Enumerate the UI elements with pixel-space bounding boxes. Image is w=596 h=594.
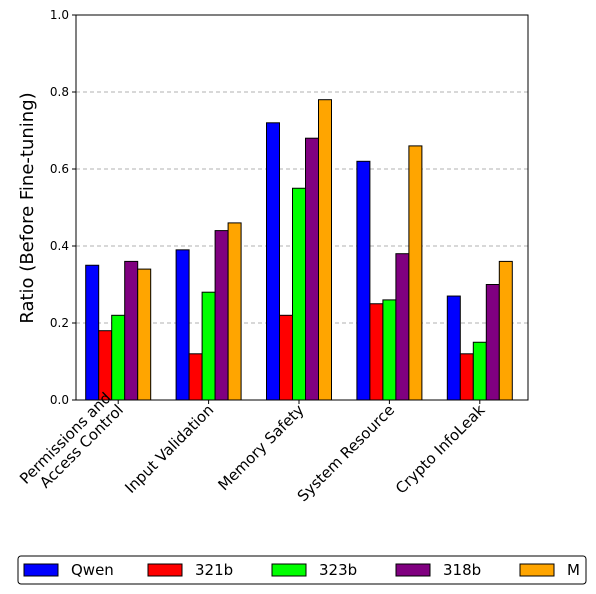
bar-323b-0 [111, 314, 126, 401]
bar-323b-2 [292, 187, 306, 401]
y-axis: 0.0 0.2 0.4 0.6 0.8 1.0 [50, 8, 76, 407]
legend-label: M [567, 561, 580, 579]
y-tick-label: 0.2 [50, 316, 69, 330]
bar-M-2 [318, 99, 332, 401]
bar-318b-1 [214, 230, 229, 401]
x-tick-label: Crypto InfoLeak [392, 401, 489, 498]
bar-321b-4 [459, 353, 474, 401]
y-tick-label: 0.6 [50, 162, 69, 176]
bar-Qwen-0 [85, 264, 100, 401]
legend-item-321b: 321b [147, 561, 233, 579]
y-tick-label: 0.4 [50, 239, 69, 253]
x-tick-label-line: Input Validation [121, 401, 217, 497]
legend-label: 321b [195, 561, 233, 579]
legend-swatch [519, 563, 555, 577]
bar-323b-1 [201, 291, 216, 401]
bar-Qwen-4 [446, 295, 461, 401]
legend-label: 323b [319, 561, 357, 579]
bar-M-4 [498, 260, 513, 401]
bar-318b-2 [305, 137, 319, 401]
bars [85, 99, 513, 401]
bar-321b-3 [369, 303, 384, 401]
bar-323b-4 [472, 341, 487, 401]
legend-swatch [23, 563, 59, 577]
x-tick-label: System Resource [294, 401, 398, 505]
bar-323b-3 [382, 299, 397, 401]
x-tick-label-line: Crypto InfoLeak [392, 401, 489, 498]
legend-item-M: M [519, 561, 580, 579]
legend-item-318b: 318b [395, 561, 481, 579]
y-tick-label: 1.0 [50, 8, 69, 22]
x-tick-label-line: Memory Safety [214, 401, 307, 494]
legend-swatch [147, 563, 183, 577]
plot-frame [75, 14, 529, 401]
y-axis-label: Ratio (Before Fine-tuning) [17, 92, 38, 323]
legend-swatch [271, 563, 307, 577]
legend-label: Qwen [71, 561, 114, 579]
bar-M-3 [408, 145, 423, 401]
y-tick-label: 0.0 [50, 393, 69, 407]
bar-Qwen-2 [266, 122, 280, 401]
bar-318b-0 [124, 260, 139, 401]
x-tick-label: Memory Safety [214, 401, 307, 494]
x-tick-label: Input Validation [121, 401, 217, 497]
x-tick-label-line: System Resource [294, 401, 398, 505]
legend: Qwen 321b 323b 318b M [17, 555, 587, 585]
bar-318b-3 [395, 253, 410, 401]
legend-swatch [395, 563, 431, 577]
legend-item-Qwen: Qwen [23, 561, 114, 579]
bar-M-0 [137, 268, 152, 401]
legend-item-323b: 323b [271, 561, 357, 579]
bar-318b-4 [485, 284, 500, 401]
y-tick-label: 0.8 [50, 85, 69, 99]
bar-Qwen-1 [175, 249, 190, 401]
bar-M-1 [227, 222, 242, 401]
bar-321b-2 [279, 314, 293, 401]
bar-Qwen-3 [356, 160, 371, 401]
legend-label: 318b [443, 561, 481, 579]
bar-321b-1 [188, 353, 203, 401]
